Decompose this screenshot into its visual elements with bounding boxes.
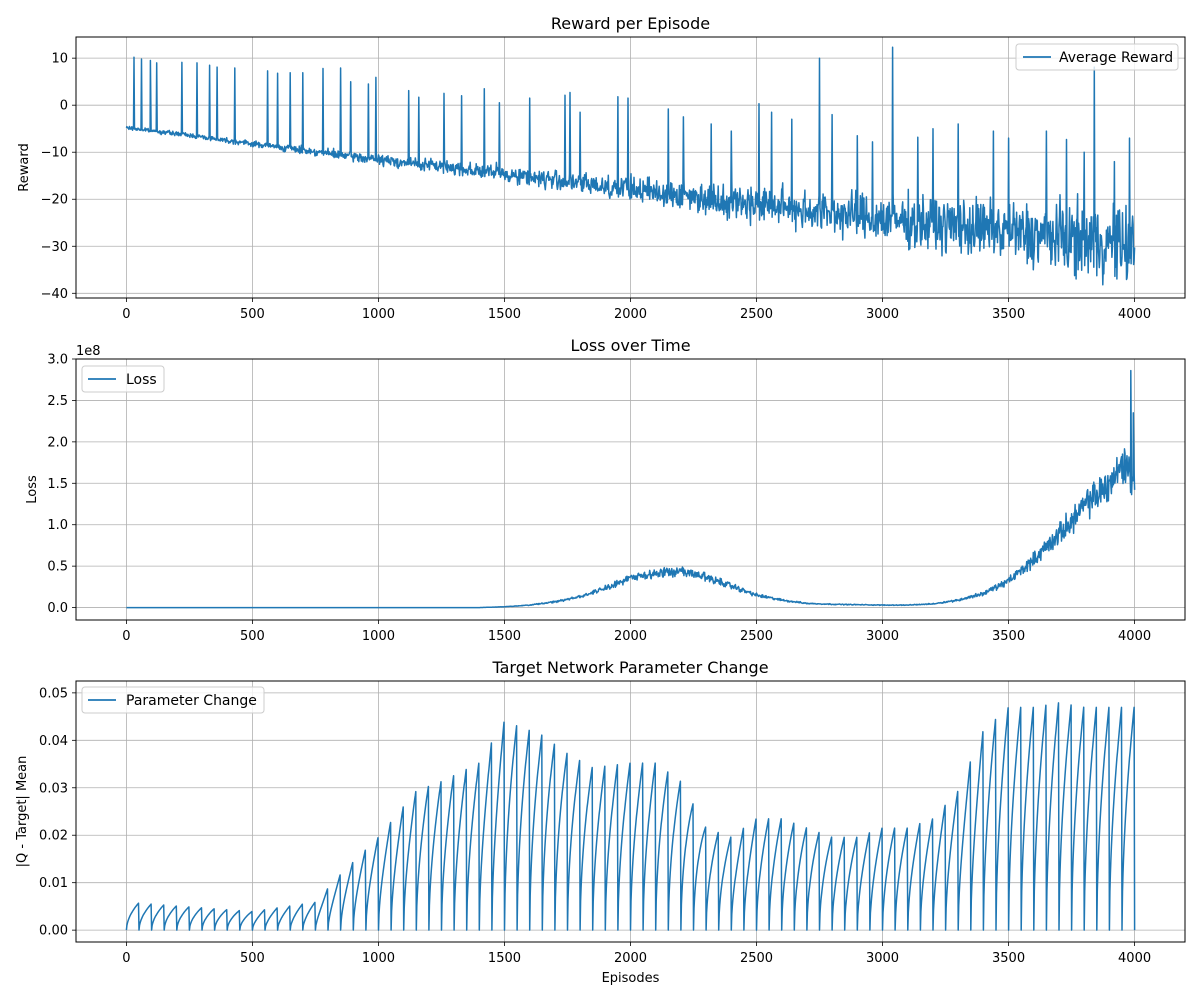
legend: Loss [81, 365, 165, 393]
x-tick-label: 4000 [1118, 629, 1151, 644]
y-tick-label: 0.00 [39, 924, 68, 939]
y-tick-label: 0.04 [39, 734, 68, 749]
x-tick-label: 2500 [740, 951, 773, 966]
y-offset-text: 1e8 [76, 344, 101, 359]
y-tick-label: −30 [41, 240, 68, 255]
y-tick-label: 0.5 [47, 560, 68, 575]
x-tick-label: 500 [240, 307, 265, 322]
chart-title: Target Network Parameter Change [491, 658, 768, 677]
y-tick-label: −20 [41, 193, 68, 208]
y-tick-label: −40 [41, 287, 68, 302]
x-tick-label: 3500 [992, 629, 1025, 644]
ticks-group: 0 500 1000 1500 2000 2500 3000 3500 4000 10 0 −10 −2… [41, 52, 1152, 322]
x-tick-label: 4000 [1118, 307, 1151, 322]
x-tick-label: 0 [122, 307, 130, 322]
series-group [126, 369, 1136, 609]
legend-label: Loss [126, 372, 157, 388]
x-tick-label: 1000 [362, 629, 395, 644]
y-tick-label: 1.0 [47, 518, 68, 533]
x-tick-label: 2500 [740, 307, 773, 322]
x-tick-label: 500 [240, 629, 265, 644]
y-tick-label: −10 [41, 146, 68, 161]
y-tick-label: 0.03 [39, 781, 68, 796]
grid-lines [76, 358, 1185, 620]
y-tick-label: 10 [51, 52, 68, 67]
ticks-group: 0 500 1000 1500 2000 2500 3000 3500 4000 0.00 0.01… [39, 686, 1151, 966]
x-tick-label: 2500 [740, 629, 773, 644]
x-tick-label: 2000 [614, 629, 647, 644]
series-group [125, 46, 1136, 286]
x-tick-label: 2000 [614, 307, 647, 322]
x-axis-label: Episodes [602, 971, 660, 986]
y-axis-label: Loss [25, 475, 40, 504]
y-tick-label: 0 [60, 99, 68, 114]
y-tick-label: 0.05 [39, 686, 68, 701]
y-tick-label: 3.0 [47, 353, 68, 368]
x-tick-label: 0 [122, 629, 130, 644]
legend-label: Parameter Change [126, 693, 257, 709]
legend-box [81, 365, 165, 393]
x-tick-label: 3000 [866, 629, 899, 644]
grid-lines [76, 37, 1185, 298]
x-tick-label: 3000 [866, 307, 899, 322]
y-axis-label: Reward [17, 143, 32, 191]
legend-box [1015, 43, 1179, 71]
series-line [125, 702, 1136, 931]
x-tick-label: 3500 [992, 307, 1025, 322]
series-line [126, 369, 1136, 609]
y-tick-label: 1.5 [47, 477, 68, 492]
x-tick-label: 1500 [488, 951, 521, 966]
y-axis-label: |Q - Target| Mean [15, 756, 30, 868]
y-tick-label: 2.5 [47, 394, 68, 409]
x-tick-label: 1000 [362, 307, 395, 322]
x-tick-label: 3500 [992, 951, 1025, 966]
y-tick-label: 2.0 [47, 435, 68, 450]
legend: Parameter Change [81, 686, 265, 714]
chart-title: Reward per Episode [551, 14, 710, 33]
x-tick-label: 1000 [362, 951, 395, 966]
legend-box [81, 686, 265, 714]
x-tick-label: 0 [122, 951, 130, 966]
ticks-group: 0 500 1000 1500 2000 2500 3000 3500 4000 0.0 0.5 1.… [47, 353, 1151, 645]
y-tick-label: 0.02 [39, 829, 68, 844]
x-tick-label: 4000 [1118, 951, 1151, 966]
x-tick-label: 3000 [866, 951, 899, 966]
x-tick-label: 500 [240, 951, 265, 966]
series-group [125, 702, 1136, 931]
chart-title: Loss over Time [570, 336, 690, 355]
series-line [125, 46, 1136, 286]
legend-label: Average Reward [1059, 50, 1173, 66]
legend: Average Reward [1015, 43, 1179, 71]
y-tick-label: 0.01 [39, 876, 68, 891]
x-tick-label: 1500 [488, 307, 521, 322]
reward-chart: Reward per Episode 0 500 1000 1500 2000 2500 3… [17, 14, 1186, 322]
y-tick-label: 0.0 [47, 601, 68, 616]
parameter-change-chart: Target Network Parameter Change 0 500 1000… [15, 658, 1186, 986]
x-tick-label: 1500 [488, 629, 521, 644]
loss-chart: Loss over Time 0 500 1000 1500 2000 2500 3000 3… [25, 336, 1186, 645]
x-tick-label: 2000 [614, 951, 647, 966]
